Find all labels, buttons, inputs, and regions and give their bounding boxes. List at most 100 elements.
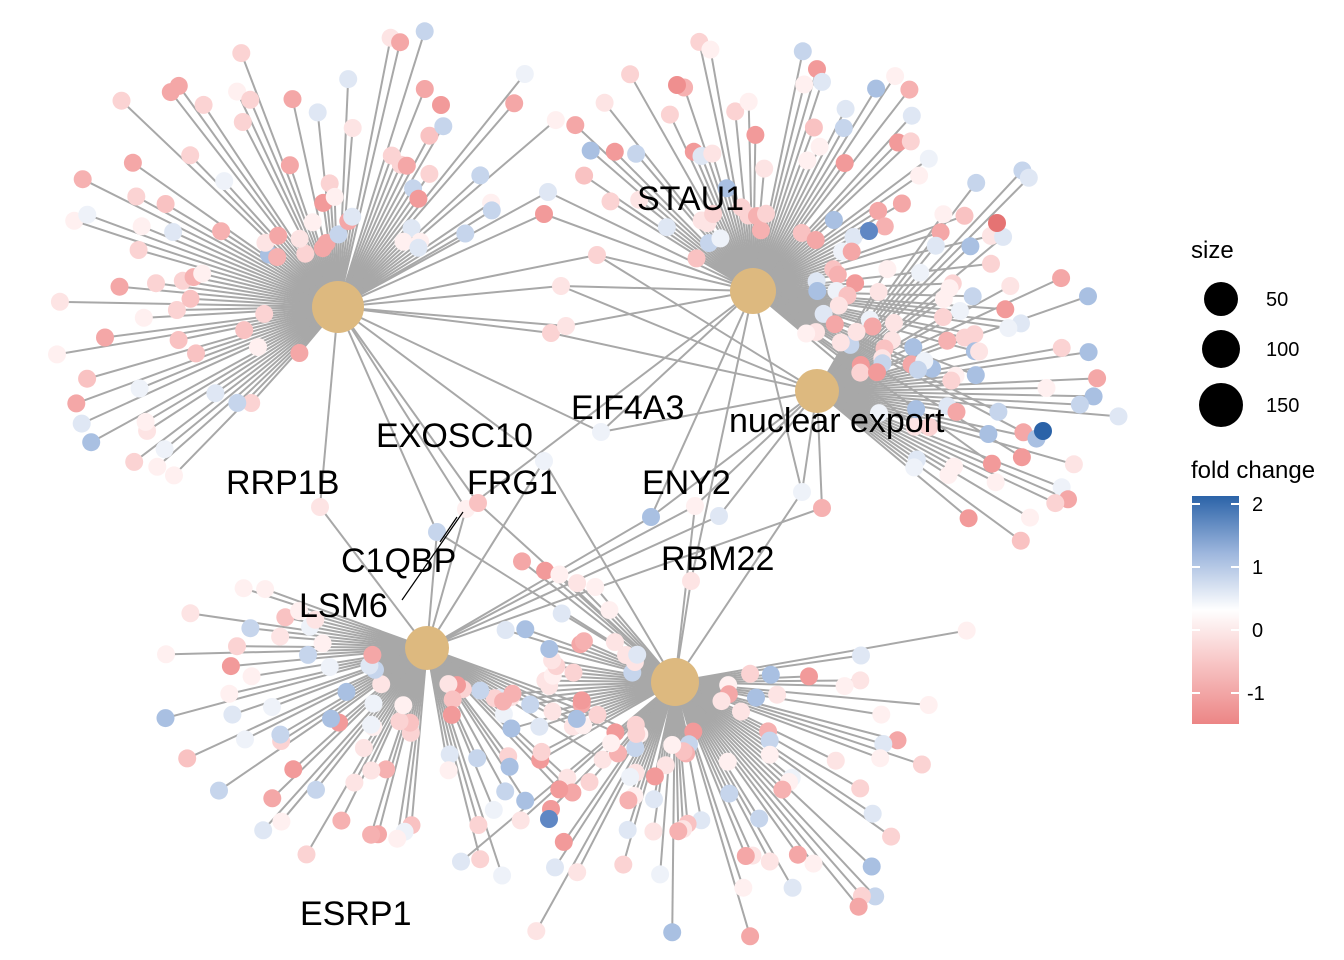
gene-node[interactable] [443,690,462,709]
gene-node[interactable] [701,40,720,59]
gene-node[interactable] [452,852,470,871]
gene-node[interactable] [415,22,434,41]
gene-node[interactable] [511,811,530,830]
gene-node[interactable] [836,99,855,118]
gene-node[interactable] [73,170,92,189]
gene-node[interactable] [626,739,645,757]
gene-node[interactable] [320,658,339,677]
gene-node[interactable] [810,137,829,156]
gene-node[interactable] [1021,508,1039,527]
gene-node[interactable] [181,289,200,308]
gene-node[interactable] [580,773,599,792]
gene-node[interactable] [546,858,564,877]
gene-node[interactable] [320,174,339,193]
gene-node-high[interactable] [540,810,558,828]
gene-node[interactable] [934,290,953,308]
gene-node[interactable] [808,282,827,300]
gene-node[interactable] [902,106,921,125]
gene-node[interactable] [586,578,605,596]
gene-node[interactable] [605,633,624,652]
gene-node[interactable] [717,179,736,198]
gene-node[interactable] [500,757,519,776]
gene-node[interactable] [844,228,863,246]
gene-node[interactable] [656,756,675,775]
gene-node[interactable] [1088,369,1107,388]
gene-node[interactable] [588,705,607,724]
gene-node[interactable] [761,665,780,684]
gene-node[interactable] [909,360,927,379]
gene-node[interactable] [806,231,825,249]
shared-gene-node[interactable] [557,317,575,335]
gene-node[interactable] [496,782,515,801]
gene-node[interactable] [901,132,920,151]
gene-node[interactable] [651,865,670,884]
gene-node[interactable] [828,265,847,284]
gene-node[interactable] [712,692,731,711]
gene-node[interactable] [337,682,356,701]
gene-node[interactable] [296,244,315,263]
gene-node-high[interactable] [860,222,878,240]
gene-node[interactable] [233,113,252,131]
gene-node[interactable] [595,93,614,112]
gene-node[interactable] [271,725,290,744]
gene-node[interactable] [536,561,555,580]
gene-node[interactable] [148,457,167,476]
gene-node[interactable] [888,731,907,750]
gene-node[interactable] [792,223,811,242]
gene-node[interactable] [904,338,923,357]
gene-node[interactable] [842,242,861,261]
gene-node[interactable] [875,217,894,236]
gene-node[interactable] [272,812,291,831]
gene-node[interactable] [657,218,676,237]
gene-node[interactable] [900,80,919,99]
gene-node[interactable] [1064,455,1083,474]
gene-node[interactable] [147,274,165,293]
gene-node[interactable] [362,715,381,734]
gene-node[interactable] [869,282,888,301]
gene-node[interactable] [228,82,247,101]
gene-node[interactable] [849,897,868,916]
gene-node[interactable] [345,773,364,792]
gene-node[interactable] [169,76,188,95]
shared-gene-node-c1qbp[interactable] [428,523,446,541]
gene-node[interactable] [67,394,86,413]
gene-node[interactable] [268,248,287,267]
gene-node[interactable] [339,70,358,89]
gene-node[interactable] [575,166,594,185]
gene-node[interactable] [626,715,645,734]
gene-node[interactable] [711,229,730,248]
gene-node[interactable] [566,116,585,135]
gene-node[interactable] [283,90,302,109]
gene-node[interactable] [718,752,737,771]
gene-node[interactable] [907,400,926,419]
gene-node[interactable] [169,331,188,349]
gene-node[interactable] [532,742,551,761]
gene-node[interactable] [234,579,253,598]
gene-node[interactable] [1037,379,1056,397]
gene-node[interactable] [703,144,722,163]
gene-node[interactable] [439,761,458,780]
gene-node[interactable] [1052,269,1071,288]
gene-node[interactable] [760,731,779,750]
gene-node[interactable] [1079,343,1098,362]
gene-node[interactable] [269,226,288,245]
gene-node[interactable] [619,791,638,810]
hub-node-rrp1b[interactable] [312,281,364,333]
gene-node[interactable] [271,627,290,646]
gene-node[interactable] [181,604,200,623]
gene-node[interactable] [568,863,587,882]
gene-node[interactable] [155,440,174,459]
gene-node[interactable] [824,211,843,229]
gene-node[interactable] [704,205,723,223]
gene-node[interactable] [290,602,309,621]
gene-node[interactable] [167,301,186,319]
gene-node[interactable] [734,878,753,897]
gene-node[interactable] [986,473,1005,492]
gene-node[interactable] [919,696,938,714]
gene-node[interactable] [362,761,381,780]
gene-node[interactable] [254,821,273,840]
gene-node[interactable] [290,229,309,248]
gene-node[interactable] [127,187,146,206]
gene-node[interactable] [755,159,774,178]
gene-node[interactable] [505,94,524,113]
